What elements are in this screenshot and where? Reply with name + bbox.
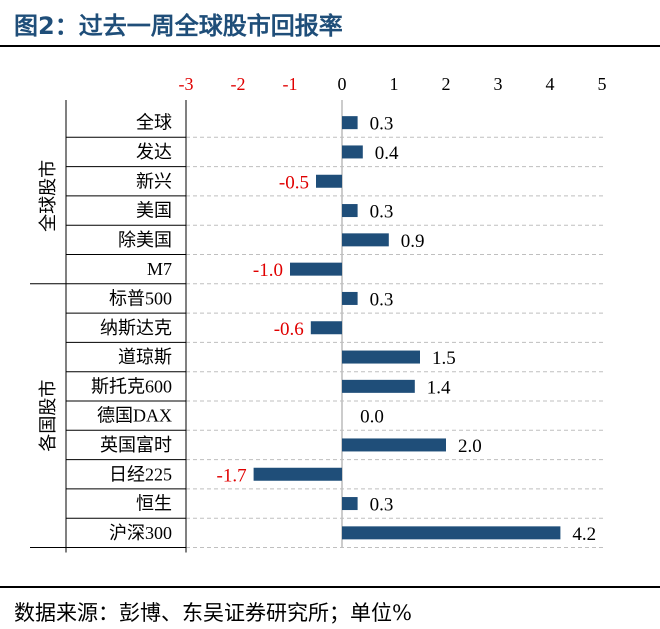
x-tick-label: 5: [598, 74, 607, 94]
data-label: 0.3: [370, 202, 394, 223]
bar: [342, 204, 358, 218]
bar: [342, 526, 561, 540]
x-tick-label: 0: [338, 74, 347, 94]
data-label: -1.7: [217, 465, 247, 486]
x-tick-label: 1: [390, 74, 399, 94]
data-label: 0.9: [401, 231, 425, 252]
x-tick-label: -2: [231, 74, 246, 94]
data-label: 0.0: [360, 407, 384, 428]
x-tick-label: 4: [546, 74, 555, 94]
bar: [290, 262, 342, 276]
category-label: 英国富时: [100, 435, 172, 455]
bar: [342, 116, 358, 130]
chart-title: 图2：过去一周全球股市回报率: [14, 12, 343, 40]
data-label: 4.2: [572, 524, 596, 545]
x-tick-label: -1: [283, 74, 298, 94]
category-label: 恒生: [136, 494, 172, 514]
category-label: 标普500: [109, 288, 172, 308]
data-label: -0.5: [279, 172, 309, 193]
x-tick-label: 2: [442, 74, 451, 94]
category-label: M7: [147, 259, 172, 279]
gridlines: [186, 100, 606, 548]
category-label: 纳斯达克: [100, 318, 172, 338]
footer-rule: [0, 586, 660, 588]
bar: [342, 145, 363, 159]
x-axis-ticks: -3 -2 -1 0 1 2 3 4 5: [179, 74, 607, 94]
bar: [253, 467, 342, 481]
data-label: -0.6: [274, 319, 304, 340]
bar: [342, 379, 415, 393]
data-label: 0.4: [375, 143, 399, 164]
category-label: 德国DAX: [97, 406, 172, 426]
bar: [342, 350, 420, 364]
bar: [316, 174, 342, 188]
category-table-lines: [30, 100, 187, 553]
bar: [342, 233, 389, 247]
value-labels: 0.3 0.4 -0.5 0.3 0.9 -1.0 0.3 -0.6 1.5 1.4 0.0 2.0 -…: [217, 114, 597, 545]
category-label: 除美国: [118, 230, 172, 250]
bar: [310, 321, 342, 335]
category-label: 日经225: [109, 464, 172, 484]
data-label: 0.3: [370, 289, 394, 310]
category-label: 美国: [136, 201, 172, 221]
data-label: -1.0: [253, 260, 283, 281]
bar: [342, 497, 358, 511]
category-label: 斯托克600: [91, 376, 172, 396]
data-label: 1.4: [427, 377, 451, 398]
data-label: 2.0: [458, 436, 482, 457]
bar: [342, 291, 358, 305]
category-label: 新兴: [136, 171, 172, 191]
bar: [342, 438, 446, 452]
category-label: 沪深300: [109, 523, 172, 543]
category-label: 全球: [136, 113, 172, 133]
x-tick-label: -3: [179, 74, 194, 94]
category-label: 道琼斯: [118, 347, 172, 367]
title-rule: [0, 45, 660, 47]
source-note: 数据来源：彭博、东吴证券研究所；单位%: [14, 601, 412, 625]
category-label: 发达: [136, 142, 172, 162]
data-label: 0.3: [370, 114, 394, 135]
data-label: 0.3: [370, 495, 394, 516]
data-label: 1.5: [432, 348, 456, 369]
group-label: 全球股市: [38, 160, 58, 232]
group-label: 各国股市: [38, 380, 58, 452]
bars: [253, 116, 561, 540]
x-tick-label: 3: [494, 74, 503, 94]
